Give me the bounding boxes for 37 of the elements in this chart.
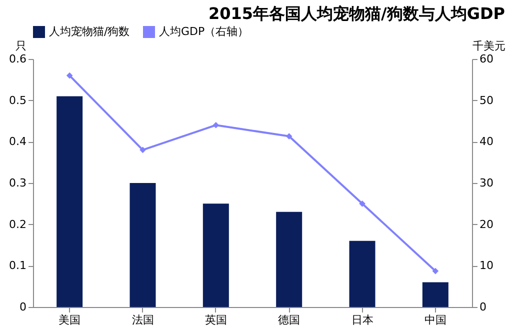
y2-tick-label: 30 xyxy=(480,176,494,190)
y-tick-label: 0.5 xyxy=(9,94,26,107)
bar xyxy=(349,240,376,307)
bar xyxy=(202,204,229,307)
x-tick-label: 美国 xyxy=(58,314,81,326)
point xyxy=(66,72,73,79)
y-tick-label: 0.6 xyxy=(9,52,26,66)
chart-title: 2015年各国人均宠物猫/狗数与人均GDP xyxy=(208,4,506,23)
point xyxy=(359,200,366,207)
y2-tick-label: 0 xyxy=(480,300,486,314)
x-tick-label: 英国 xyxy=(204,314,227,326)
y2-tick-label: 40 xyxy=(480,135,494,148)
bar xyxy=(130,183,156,307)
legend-label: 人均GDP（右轴） xyxy=(159,25,249,38)
x-tick-label: 日本 xyxy=(351,314,374,326)
y-tick-label: 0.2 xyxy=(9,218,26,231)
point xyxy=(212,122,220,128)
y-axis-title: 只 xyxy=(16,40,26,52)
x-tick-label: 中国 xyxy=(424,314,446,326)
bar xyxy=(276,212,302,307)
point xyxy=(140,146,146,154)
y2-tick-label: 50 xyxy=(480,94,494,107)
legend-label: 人均宠物猫/狗数 xyxy=(49,25,130,38)
y2-tick-label: 10 xyxy=(480,259,494,272)
y2-axis-title: 千美元 xyxy=(472,40,506,52)
point xyxy=(286,133,292,140)
y2-tick-label: 20 xyxy=(480,218,494,231)
point xyxy=(432,268,439,274)
x-tick-label: 德国 xyxy=(278,314,300,326)
x-tick-label: 法国 xyxy=(132,314,154,326)
y-tick-label: 0 xyxy=(20,300,26,314)
bar xyxy=(56,96,83,307)
y2-tick-label: 60 xyxy=(480,52,494,66)
y-tick-label: 0.4 xyxy=(9,135,26,148)
y-tick-label: 0.3 xyxy=(9,176,26,190)
bar xyxy=(422,282,448,307)
y-tick-label: 0.1 xyxy=(9,259,26,272)
